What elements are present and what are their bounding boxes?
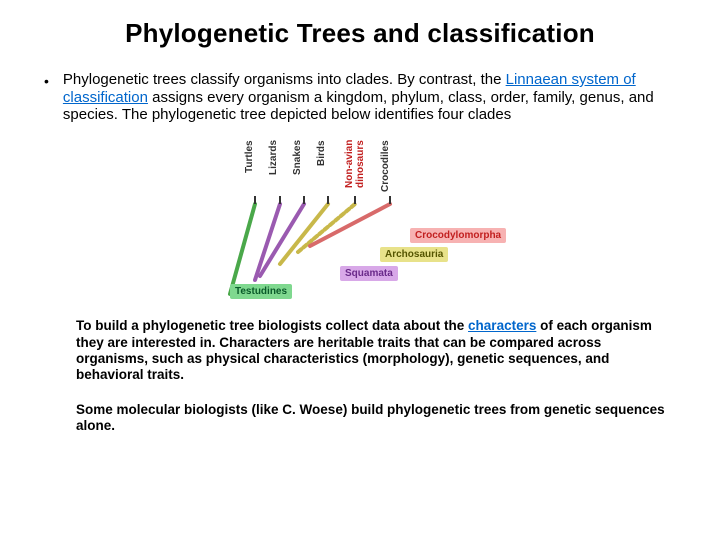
taxon-label: Snakes bbox=[292, 140, 303, 196]
bullet-marker: • bbox=[44, 73, 49, 89]
taxon-label: Birds bbox=[316, 140, 327, 196]
taxon-label: Lizards bbox=[268, 140, 279, 196]
clade-label: Squamata bbox=[340, 266, 398, 281]
taxon-label: Non-avian dinosaurs bbox=[344, 140, 366, 196]
phylo-diagram-wrap: Turtles Lizards Snakes Birds Non-avian dinos… bbox=[40, 134, 680, 304]
clade-label: Crocodylomorpha bbox=[410, 228, 506, 243]
page-title: Phylogenetic Trees and classification bbox=[40, 18, 680, 49]
bullet-post: assigns every organism a kingdom, phylum… bbox=[63, 89, 654, 124]
paragraph-characters: To build a phylogenetic tree biologists … bbox=[76, 318, 670, 384]
bullet-item: • Phylogenetic trees classify organisms … bbox=[40, 71, 680, 124]
characters-link[interactable]: characters bbox=[468, 318, 536, 333]
bullet-text: Phylogenetic trees classify organisms in… bbox=[63, 71, 680, 124]
clade-label: Testudines bbox=[230, 284, 292, 299]
taxon-label: Turtles bbox=[244, 140, 255, 196]
phylo-diagram: Turtles Lizards Snakes Birds Non-avian dinos… bbox=[200, 134, 520, 304]
branch-line bbox=[230, 204, 255, 294]
para1-pre: To build a phylogenetic tree biologists … bbox=[76, 318, 468, 333]
branch-line bbox=[255, 204, 280, 280]
taxon-label: Crocodiles bbox=[380, 140, 391, 196]
clade-label: Archosauria bbox=[380, 247, 448, 262]
bullet-pre: Phylogenetic trees classify organisms in… bbox=[63, 71, 506, 88]
paragraph-woese: Some molecular biologists (like C. Woese… bbox=[76, 402, 670, 435]
